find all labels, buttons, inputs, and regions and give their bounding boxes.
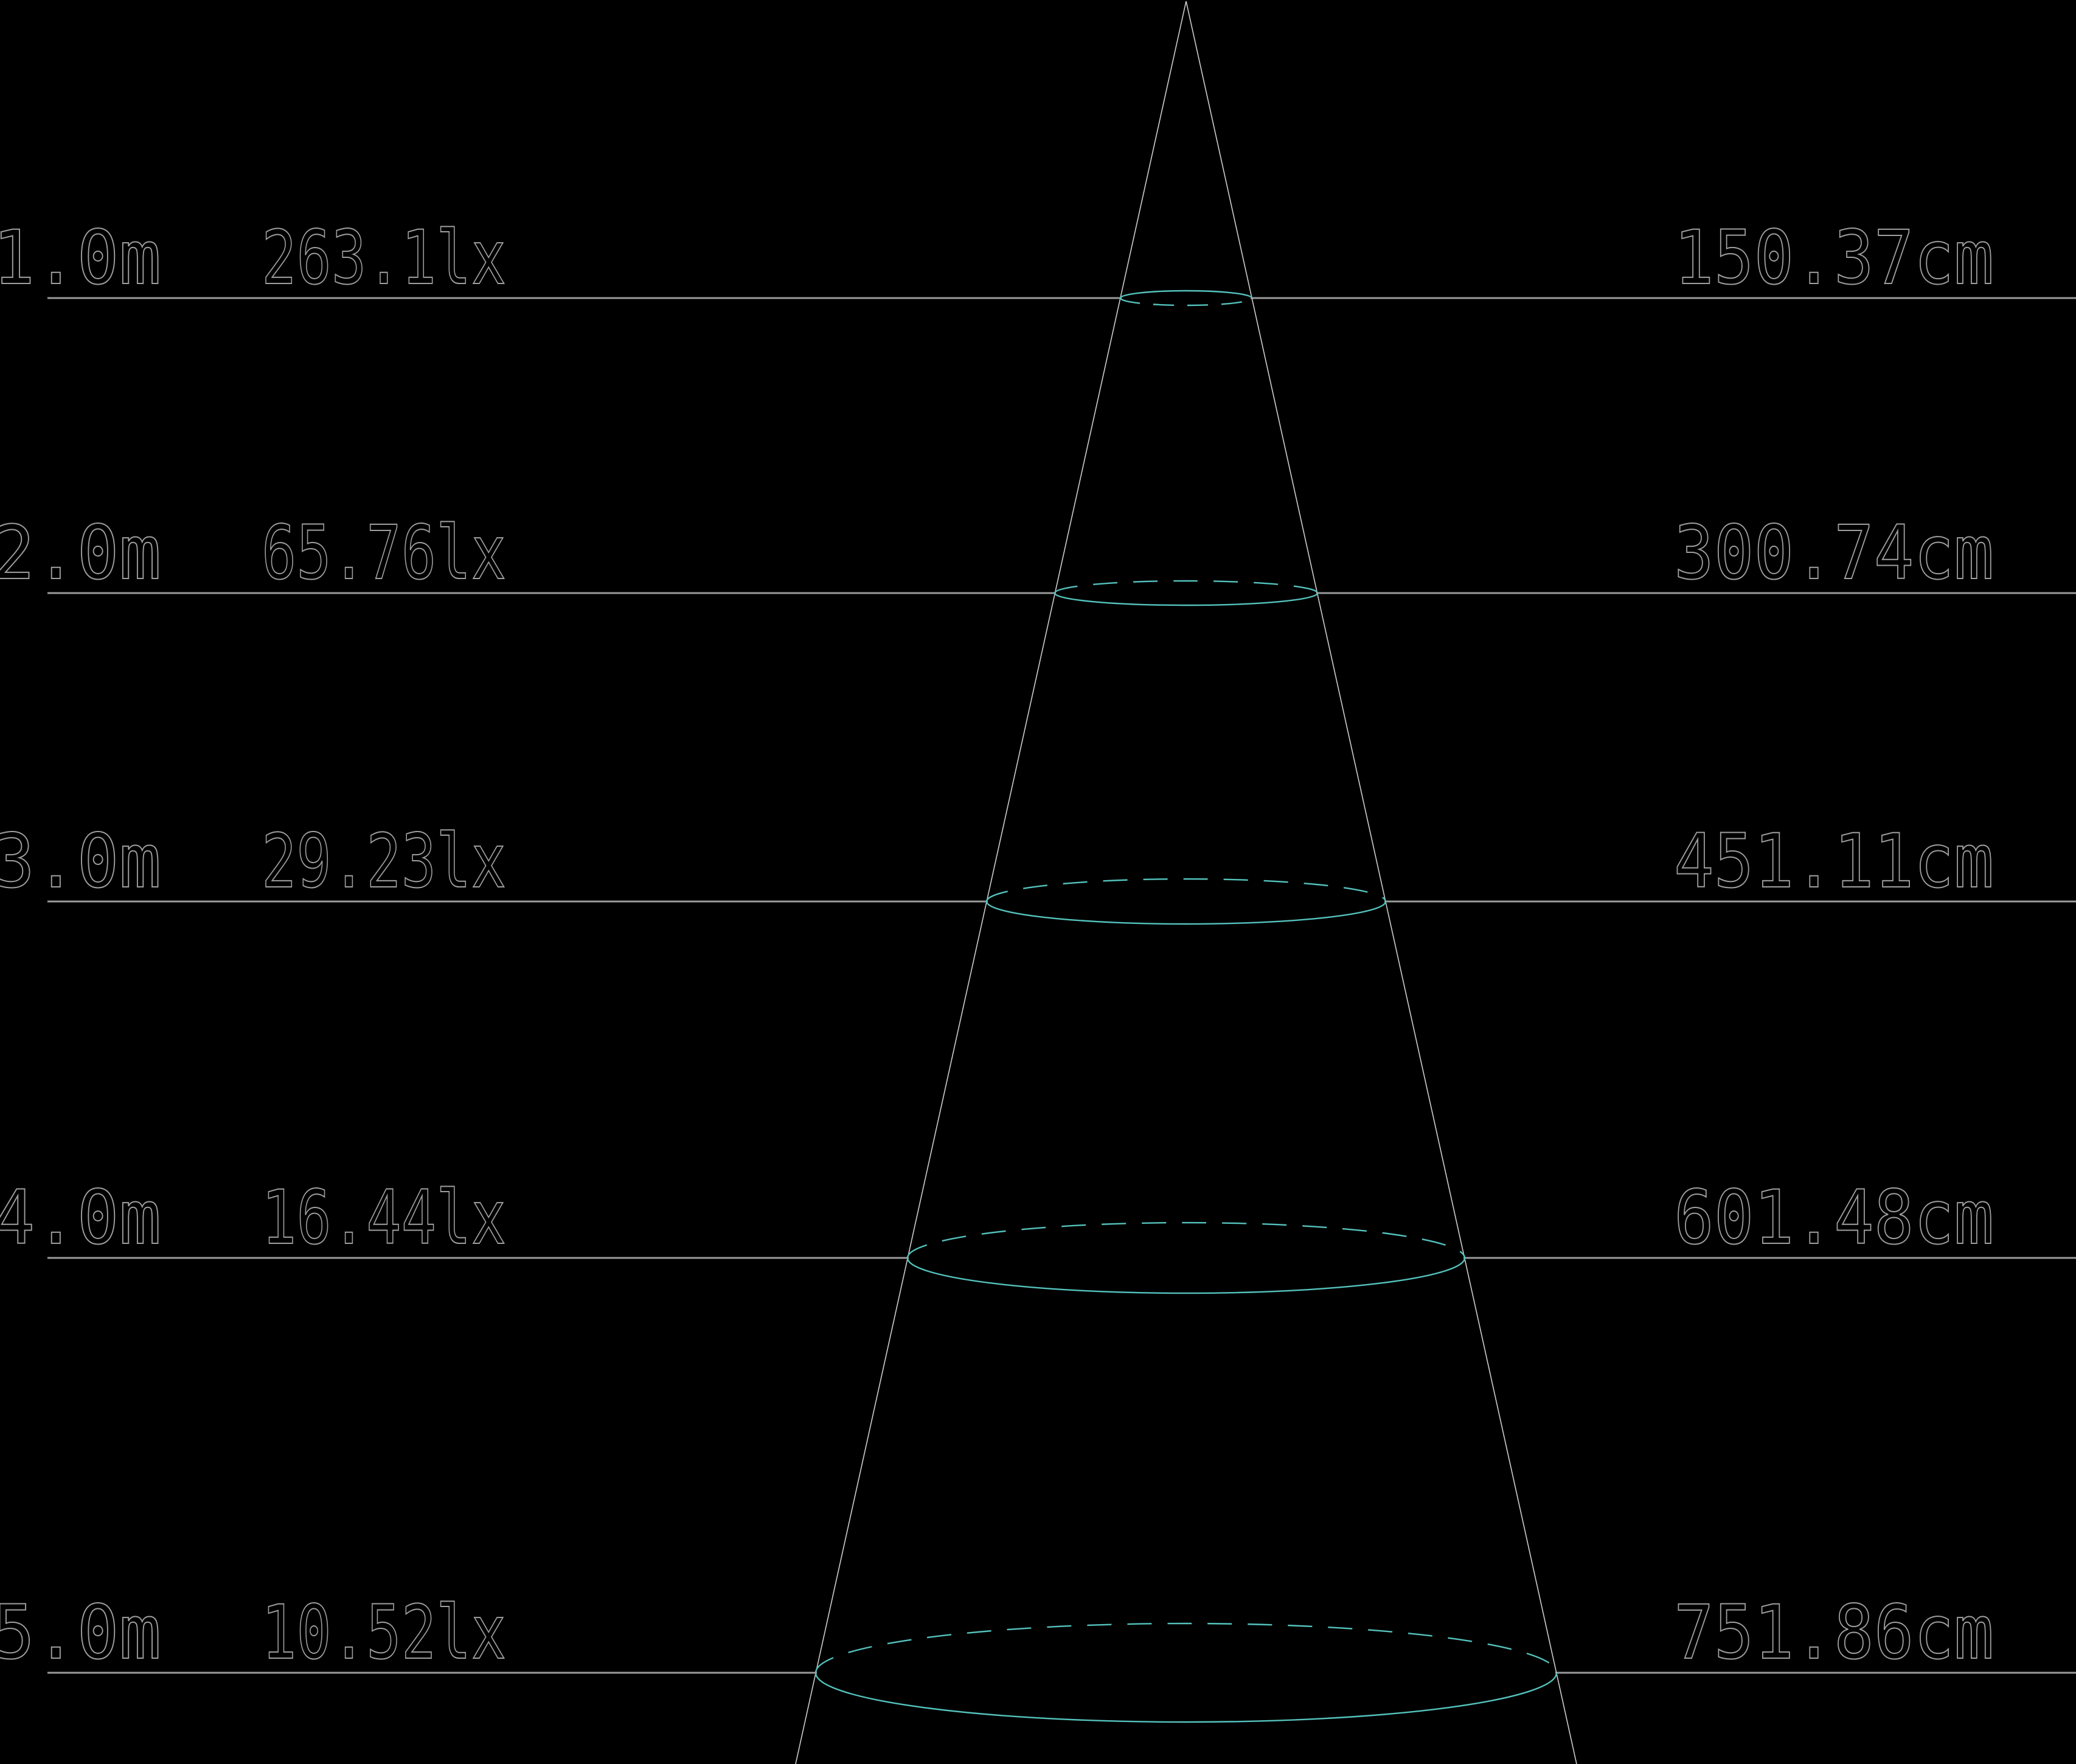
distance-label: 5.0m	[0, 1589, 161, 1676]
illuminance-label: 29.23lx	[262, 818, 506, 905]
distance-label: 3.0m	[0, 818, 161, 905]
illuminance-label: 16.44lx	[262, 1175, 506, 1261]
illuminance-label: 10.52lx	[262, 1589, 506, 1676]
beam-diameter-label: 150.37cm	[1674, 215, 1994, 301]
beam-ellipse-top-arc	[1119, 290, 1253, 299]
beam-ellipse-bottom-arc	[1119, 297, 1253, 307]
distance-label: 2.0m	[0, 510, 161, 596]
beam-ellipse-bottom-arc	[985, 901, 1387, 925]
beam-diameter-label: 300.74cm	[1674, 510, 1994, 596]
beam-diameter-label: 601.48cm	[1674, 1175, 1994, 1261]
beam-ellipse-top-arc	[1054, 580, 1319, 594]
beam-ellipse-bottom-arc	[1054, 592, 1319, 606]
cone-right-edge	[1186, 1, 1577, 1764]
distance-label: 4.0m	[0, 1175, 161, 1261]
cone-left-edge	[795, 1, 1187, 1764]
beam-ellipse-bottom-arc	[906, 1257, 1466, 1294]
distance-label: 1.0m	[0, 215, 161, 301]
beam-ellipse-top-arc	[814, 1622, 1558, 1673]
illuminance-label: 263.1lx	[262, 215, 506, 301]
beam-ellipse-top-arc	[906, 1221, 1466, 1259]
beam-diameter-label: 451.11cm	[1674, 818, 1994, 905]
beam-ellipse-bottom-arc	[814, 1672, 1558, 1723]
beam-diameter-label: 751.86cm	[1674, 1589, 1994, 1676]
beam-ellipse-top-arc	[985, 878, 1387, 902]
illuminance-label: 65.76lx	[262, 510, 506, 596]
